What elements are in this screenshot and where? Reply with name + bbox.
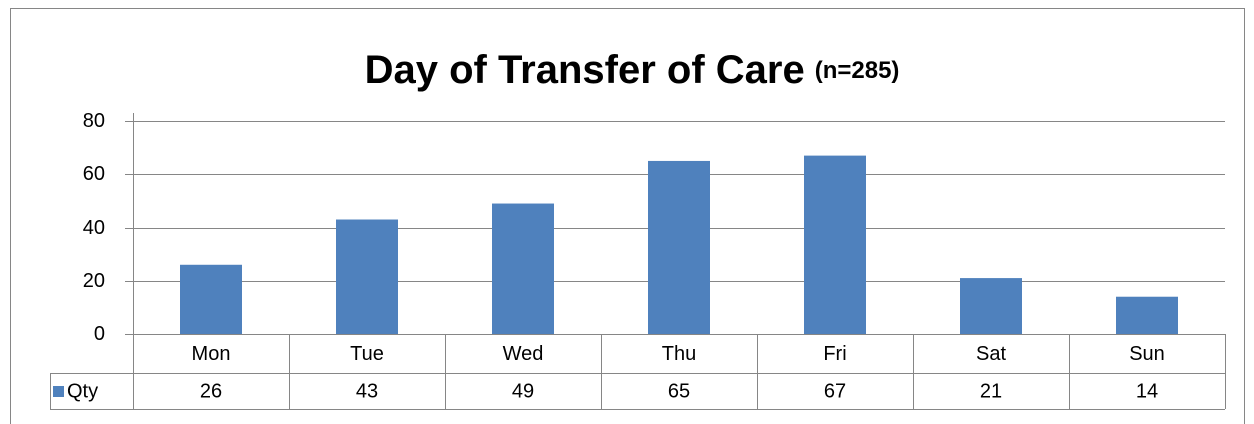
y-tick-label: 20: [83, 270, 105, 292]
legend-swatch: [53, 386, 64, 397]
x-tick-label: Mon: [192, 343, 231, 365]
x-tick-label: Wed: [503, 343, 544, 365]
bar: [960, 278, 1022, 334]
chart-subtitle: (n=285): [815, 57, 900, 84]
table-value: 65: [668, 380, 690, 402]
bar: [336, 219, 398, 334]
table-value: 21: [980, 380, 1002, 402]
x-tick-label: Sun: [1129, 343, 1165, 365]
table-value: 26: [200, 380, 222, 402]
x-tick-label: Thu: [662, 343, 696, 365]
table-value: 14: [1136, 380, 1158, 402]
y-tick-label: 0: [94, 323, 105, 345]
bar: [804, 155, 866, 334]
chart-title: Day of Transfer of Care: [365, 48, 805, 92]
chart-heading: Day of Transfer of Care (n=285): [365, 48, 900, 92]
x-tick-label: Tue: [350, 343, 384, 365]
y-tick-label: 60: [83, 163, 105, 185]
table-value: 67: [824, 380, 846, 402]
table-value: 49: [512, 380, 534, 402]
bar: [180, 264, 242, 334]
bar: [648, 160, 710, 334]
x-tick-label: Fri: [823, 343, 846, 365]
table-value: 43: [356, 380, 378, 402]
x-tick-label: Sat: [976, 343, 1006, 365]
bar: [1116, 296, 1178, 334]
y-tick-label: 80: [83, 110, 105, 132]
y-tick-label: 40: [83, 217, 105, 239]
bar: [492, 203, 554, 334]
chart-border: [10, 8, 1245, 424]
legend-label: Qty: [67, 380, 98, 402]
